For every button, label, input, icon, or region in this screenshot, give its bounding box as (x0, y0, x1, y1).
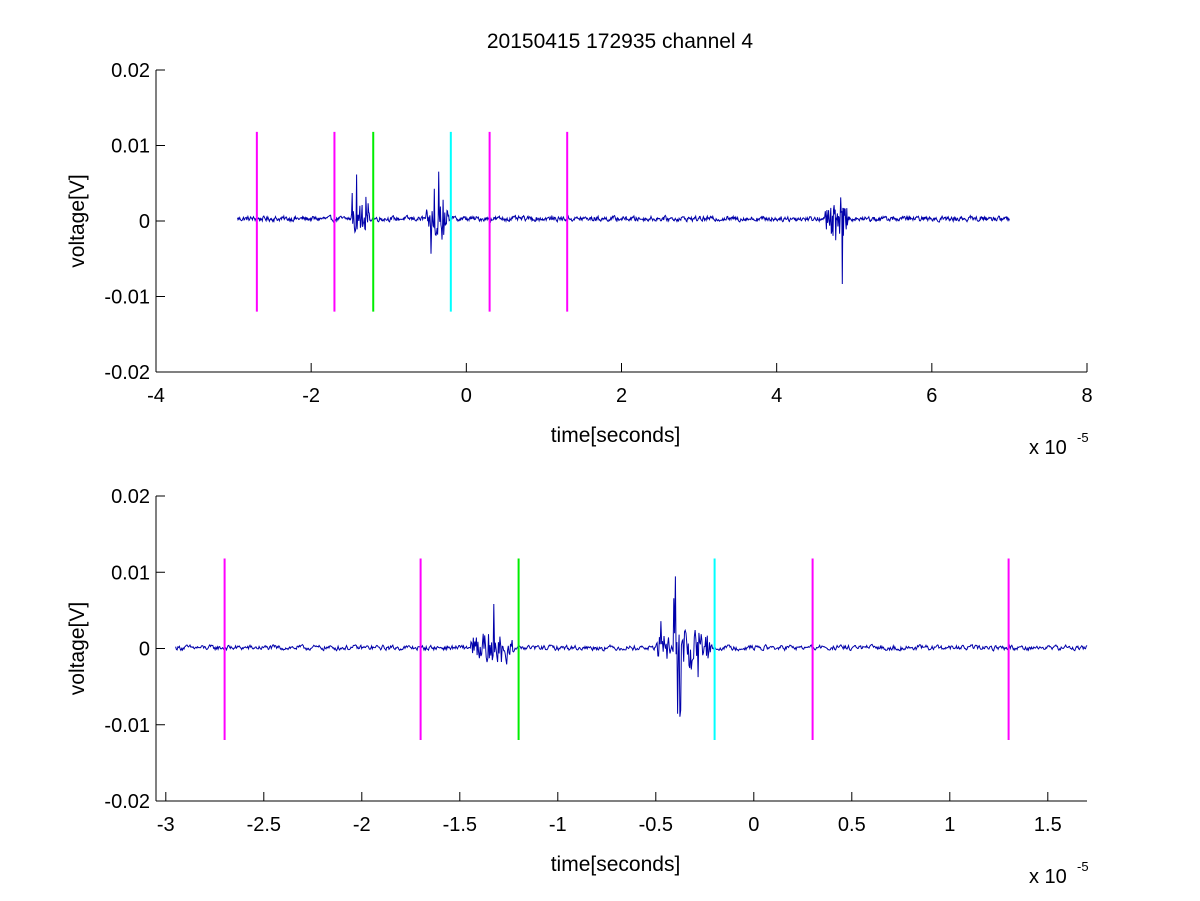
x-tick-label: -0.5 (639, 814, 673, 836)
x-tick-label: -4 (147, 385, 165, 407)
subplot-1: -0.02 -0.01 0 0.01 0.02 -4 -2 0 2 4 6 8 time[seconds… (66, 60, 1093, 459)
y-tick-label: 0.02 (111, 60, 150, 82)
signal-trace (175, 576, 1088, 717)
x-tick-label: 2 (616, 385, 627, 407)
y-tick-label: -0.01 (104, 287, 150, 309)
x-tick-label: -2.5 (247, 814, 281, 836)
y-tick-label: -0.02 (104, 791, 150, 813)
y-tick-label: 0 (139, 211, 150, 233)
x-multiplier-label: x 10 (1029, 437, 1067, 459)
y-tick-label: 0.01 (111, 562, 150, 584)
x-multiplier-label: x 10 (1029, 866, 1067, 888)
y-tick-label: -0.01 (104, 715, 150, 737)
x-axis-label: time[seconds] (551, 424, 681, 447)
y-tick-label: -0.02 (104, 362, 150, 384)
x-multiplier-exponent: -5 (1077, 430, 1089, 445)
y-tick-label: 0.02 (111, 486, 150, 508)
x-tick-label: 0 (748, 814, 759, 836)
x-tick-label: -2 (353, 814, 371, 836)
x-tick-label: -1 (549, 814, 567, 836)
x-tick-label: -2 (302, 385, 320, 407)
x-tick-label: -1.5 (443, 814, 477, 836)
y-axis-label: voltage[V] (66, 602, 89, 695)
x-tick-label: 1 (944, 814, 955, 836)
y-axis-label: voltage[V] (66, 174, 89, 267)
x-tick-label: 0 (461, 385, 472, 407)
x-axis-label: time[seconds] (551, 853, 681, 876)
x-tick-label: 8 (1081, 385, 1092, 407)
x-tick-label: 1.5 (1034, 814, 1062, 836)
x-tick-label: 0.5 (838, 814, 866, 836)
x-tick-label: -3 (157, 814, 175, 836)
signal-trace (237, 171, 1010, 285)
y-tick-label: 0.01 (111, 136, 150, 158)
plots-container: -0.02 -0.01 0 0.01 0.02 -4 -2 0 2 4 6 8 time[seconds… (66, 60, 1093, 888)
x-multiplier-exponent: -5 (1077, 859, 1089, 874)
x-tick-label: 4 (771, 385, 782, 407)
y-tick-label: 0 (139, 639, 150, 661)
subplot-2: -0.02 -0.01 0 0.01 0.02 -3 -2.5 -2 -1.5 -1 -0.5 0 0.… (66, 486, 1089, 888)
figure-title: 20150415 172935 channel 4 (487, 30, 754, 53)
x-tick-label: 6 (926, 385, 937, 407)
